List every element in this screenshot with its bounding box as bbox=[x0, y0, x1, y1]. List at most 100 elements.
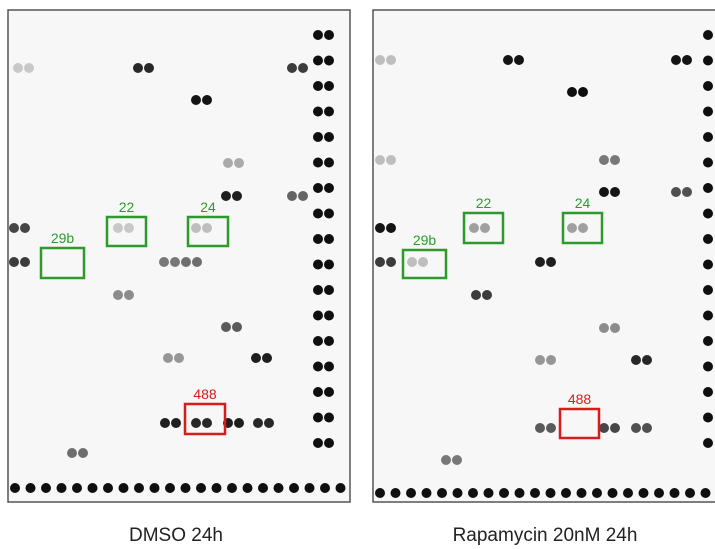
dot bbox=[599, 187, 609, 197]
dot bbox=[313, 183, 323, 193]
dot bbox=[20, 223, 30, 233]
dot bbox=[642, 423, 652, 433]
dot bbox=[221, 322, 231, 332]
dot bbox=[654, 488, 664, 498]
dot bbox=[313, 387, 323, 397]
dot bbox=[289, 483, 299, 493]
dot bbox=[324, 157, 334, 168]
dot bbox=[503, 55, 513, 65]
highlight-box bbox=[462, 211, 505, 245]
dot bbox=[324, 234, 334, 244]
dot bbox=[298, 63, 308, 73]
dot bbox=[313, 132, 323, 142]
dot bbox=[578, 223, 588, 233]
dot bbox=[324, 183, 334, 193]
dot bbox=[546, 257, 556, 267]
dot bbox=[103, 483, 113, 493]
dot bbox=[703, 310, 713, 321]
dot bbox=[421, 488, 432, 498]
dot bbox=[631, 423, 641, 433]
dot bbox=[386, 223, 396, 233]
dot bbox=[418, 257, 428, 267]
panel-caption: DMSO 24h bbox=[129, 525, 223, 546]
dot bbox=[335, 483, 346, 493]
dot bbox=[535, 257, 545, 267]
dot bbox=[324, 132, 334, 142]
dot bbox=[623, 488, 633, 498]
highlight-box bbox=[558, 407, 601, 440]
box-label: 488 bbox=[568, 391, 592, 407]
dot bbox=[703, 132, 713, 142]
dot bbox=[202, 223, 212, 233]
dot bbox=[324, 259, 334, 270]
dot bbox=[313, 55, 323, 66]
dot bbox=[324, 387, 334, 397]
dot bbox=[78, 448, 88, 458]
dot bbox=[703, 157, 713, 168]
highlight-box bbox=[401, 248, 448, 280]
dot bbox=[163, 353, 173, 363]
dot bbox=[642, 355, 652, 365]
highlight-box bbox=[561, 211, 604, 245]
dot bbox=[610, 187, 620, 197]
dot bbox=[191, 418, 201, 428]
dot bbox=[375, 257, 385, 267]
dot bbox=[25, 483, 36, 493]
dot bbox=[234, 418, 244, 428]
dot bbox=[324, 361, 334, 372]
dot bbox=[171, 418, 181, 428]
dot bbox=[610, 155, 620, 165]
dot bbox=[375, 55, 385, 65]
dot bbox=[324, 106, 334, 117]
box-label: 22 bbox=[476, 195, 492, 211]
dot bbox=[324, 30, 334, 40]
dot bbox=[578, 87, 588, 97]
dot bbox=[545, 488, 556, 498]
dot bbox=[324, 81, 334, 91]
box-label: 29b bbox=[413, 232, 437, 248]
dot bbox=[242, 483, 253, 493]
dot bbox=[324, 285, 334, 295]
dot bbox=[480, 223, 490, 233]
dot bbox=[599, 323, 609, 333]
dot bbox=[682, 55, 692, 65]
dot bbox=[546, 423, 556, 433]
dot bbox=[567, 87, 577, 97]
dot bbox=[682, 187, 692, 197]
dot bbox=[375, 223, 385, 233]
dot bbox=[703, 387, 713, 397]
box-label: 488 bbox=[193, 386, 217, 402]
dot bbox=[223, 158, 233, 168]
dot bbox=[514, 55, 524, 65]
blot-panel bbox=[7, 9, 351, 503]
box-label: 29b bbox=[51, 230, 75, 246]
dot bbox=[703, 30, 713, 40]
dot bbox=[287, 63, 297, 73]
dot bbox=[113, 223, 123, 233]
dot bbox=[530, 488, 540, 498]
dot bbox=[703, 55, 713, 66]
dot bbox=[118, 483, 129, 493]
dot bbox=[13, 63, 23, 73]
dot bbox=[703, 234, 713, 244]
dot bbox=[324, 438, 334, 448]
dot bbox=[482, 290, 492, 300]
dot bbox=[468, 488, 478, 498]
dot bbox=[671, 55, 681, 65]
dot bbox=[191, 223, 201, 233]
dot bbox=[324, 55, 334, 66]
dot bbox=[262, 353, 272, 363]
dot bbox=[124, 290, 134, 300]
dot bbox=[174, 353, 184, 363]
dot bbox=[324, 310, 334, 321]
dot bbox=[703, 106, 713, 117]
box-label: 22 bbox=[119, 199, 135, 215]
dot bbox=[700, 488, 711, 498]
dot bbox=[313, 336, 323, 346]
dot bbox=[273, 483, 284, 493]
dot bbox=[514, 488, 525, 498]
dot bbox=[144, 63, 154, 73]
dot bbox=[685, 488, 695, 498]
dot bbox=[406, 488, 416, 498]
dots bbox=[9, 30, 713, 498]
